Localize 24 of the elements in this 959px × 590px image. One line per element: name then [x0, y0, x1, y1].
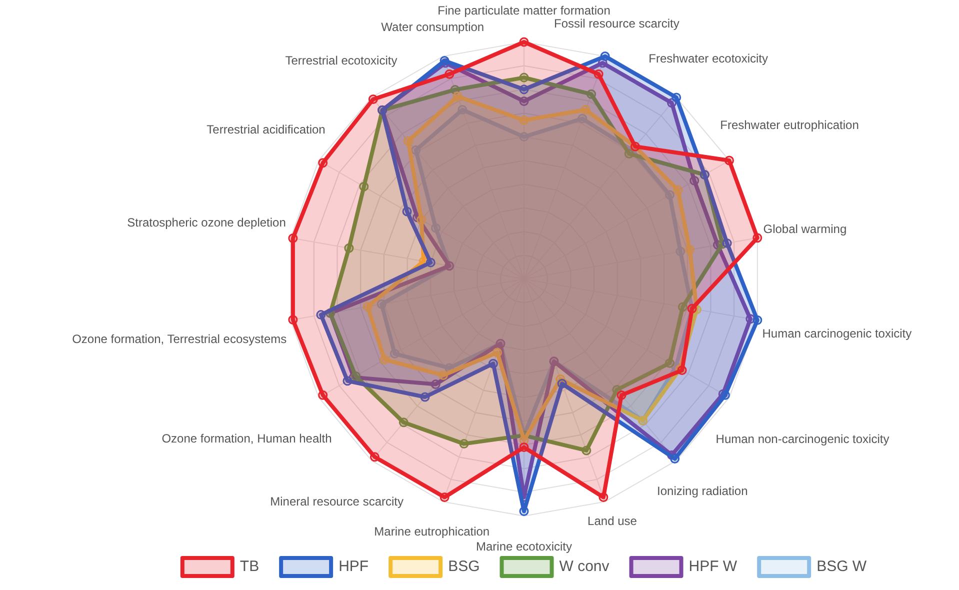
- spoke-label: Freshwater ecotoxicity: [648, 52, 768, 66]
- legend-label: HPF W: [688, 558, 738, 576]
- spoke-label: Fine particulate matter formation: [438, 3, 610, 18]
- spoke-label: Fossil resource scarcity: [554, 16, 680, 31]
- spoke-label: Human non-carcinogenic toxicity: [716, 432, 890, 446]
- spoke-label: Terrestrial ecotoxicity: [285, 53, 398, 68]
- spoke-label: Water consumption: [381, 20, 484, 34]
- spoke-label: Ionizing radiation: [657, 484, 748, 498]
- spoke-label: Human carcinogenic toxicity: [762, 326, 912, 340]
- spoke-label: Marine eutrophication: [374, 524, 490, 538]
- spoke-label: Global warming: [763, 222, 847, 236]
- spoke-label: Ozone formation, Human health: [162, 431, 332, 446]
- legend-label: W conv: [559, 558, 610, 576]
- spoke-label: Terrestrial acidification: [206, 122, 326, 136]
- spoke-label: Ozone formation, Terrestrial ecosystems: [72, 332, 287, 346]
- spoke-label: Stratospheric ozone depletion: [127, 215, 286, 230]
- legend-label: TB: [240, 558, 260, 576]
- spoke-label: Mineral resource scarcity: [270, 494, 404, 508]
- spoke-label: Marine ecotoxicity: [476, 539, 572, 554]
- spoke-label: Freshwater eutrophication: [720, 118, 859, 132]
- legend-label: BSG: [448, 558, 480, 576]
- legend-label: HPF: [338, 558, 369, 576]
- legend-label: BSG W: [816, 558, 868, 576]
- spoke-label: Land use: [588, 514, 638, 528]
